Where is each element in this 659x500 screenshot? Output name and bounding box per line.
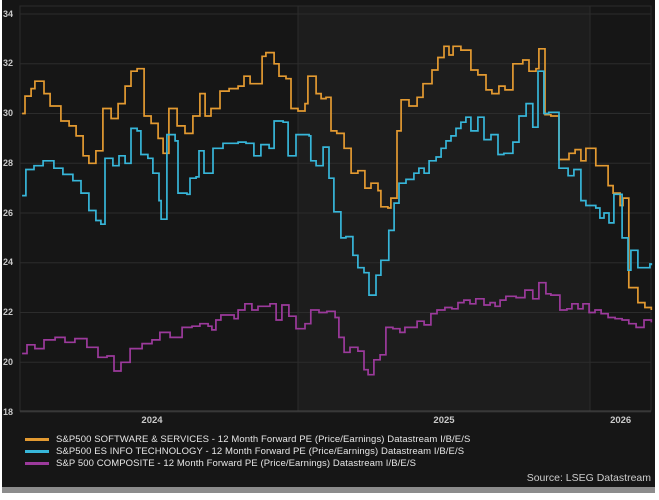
y-tick-label-24: 24 xyxy=(3,257,14,268)
legend-label: S&P 500 COMPOSITE - 12 Month Forward PE … xyxy=(56,457,417,469)
legend-label: S&P500 SOFTWARE & SERVICES - 12 Month Fo… xyxy=(56,433,471,445)
legend-row-2: S&P 500 COMPOSITE - 12 Month Forward PE … xyxy=(25,457,470,469)
series-line-1 xyxy=(22,70,653,296)
forward-pe-line-chart xyxy=(19,5,653,413)
legend-swatch-icon xyxy=(25,461,49,465)
y-tick-label-28: 28 xyxy=(3,157,14,168)
y-tick-label-20: 20 xyxy=(3,356,14,367)
x-tick-label-2026: 2026 xyxy=(610,415,632,426)
legend-label: S&P500 ES INFO TECHNOLOGY - 12 Month For… xyxy=(56,445,465,457)
y-tick-label-26: 26 xyxy=(3,207,14,218)
legend-row-0: S&P500 SOFTWARE & SERVICES - 12 Month Fo… xyxy=(25,433,470,445)
y-tick-label-32: 32 xyxy=(3,58,14,69)
y-tick-label-34: 34 xyxy=(3,8,14,19)
legend-swatch-icon xyxy=(25,449,49,453)
y-tick-label-30: 30 xyxy=(3,108,14,118)
chart-legend: S&P500 SOFTWARE & SERVICES - 12 Month Fo… xyxy=(25,433,470,469)
bottom-window-edge xyxy=(2,487,655,493)
x-tick-label-2024: 2024 xyxy=(141,415,163,426)
series-line-0 xyxy=(22,45,653,310)
legend-swatch-icon xyxy=(25,437,49,441)
year-band-2025 xyxy=(298,6,590,411)
series-line-2 xyxy=(22,281,653,376)
legend-row-1: S&P500 ES INFO TECHNOLOGY - 12 Month For… xyxy=(25,445,470,457)
x-tick-label-2025: 2025 xyxy=(433,415,455,426)
y-tick-label-22: 22 xyxy=(3,307,14,317)
source-label: Source: LSEG Datastream xyxy=(526,472,651,484)
y-tick-label-18: 18 xyxy=(3,406,14,417)
